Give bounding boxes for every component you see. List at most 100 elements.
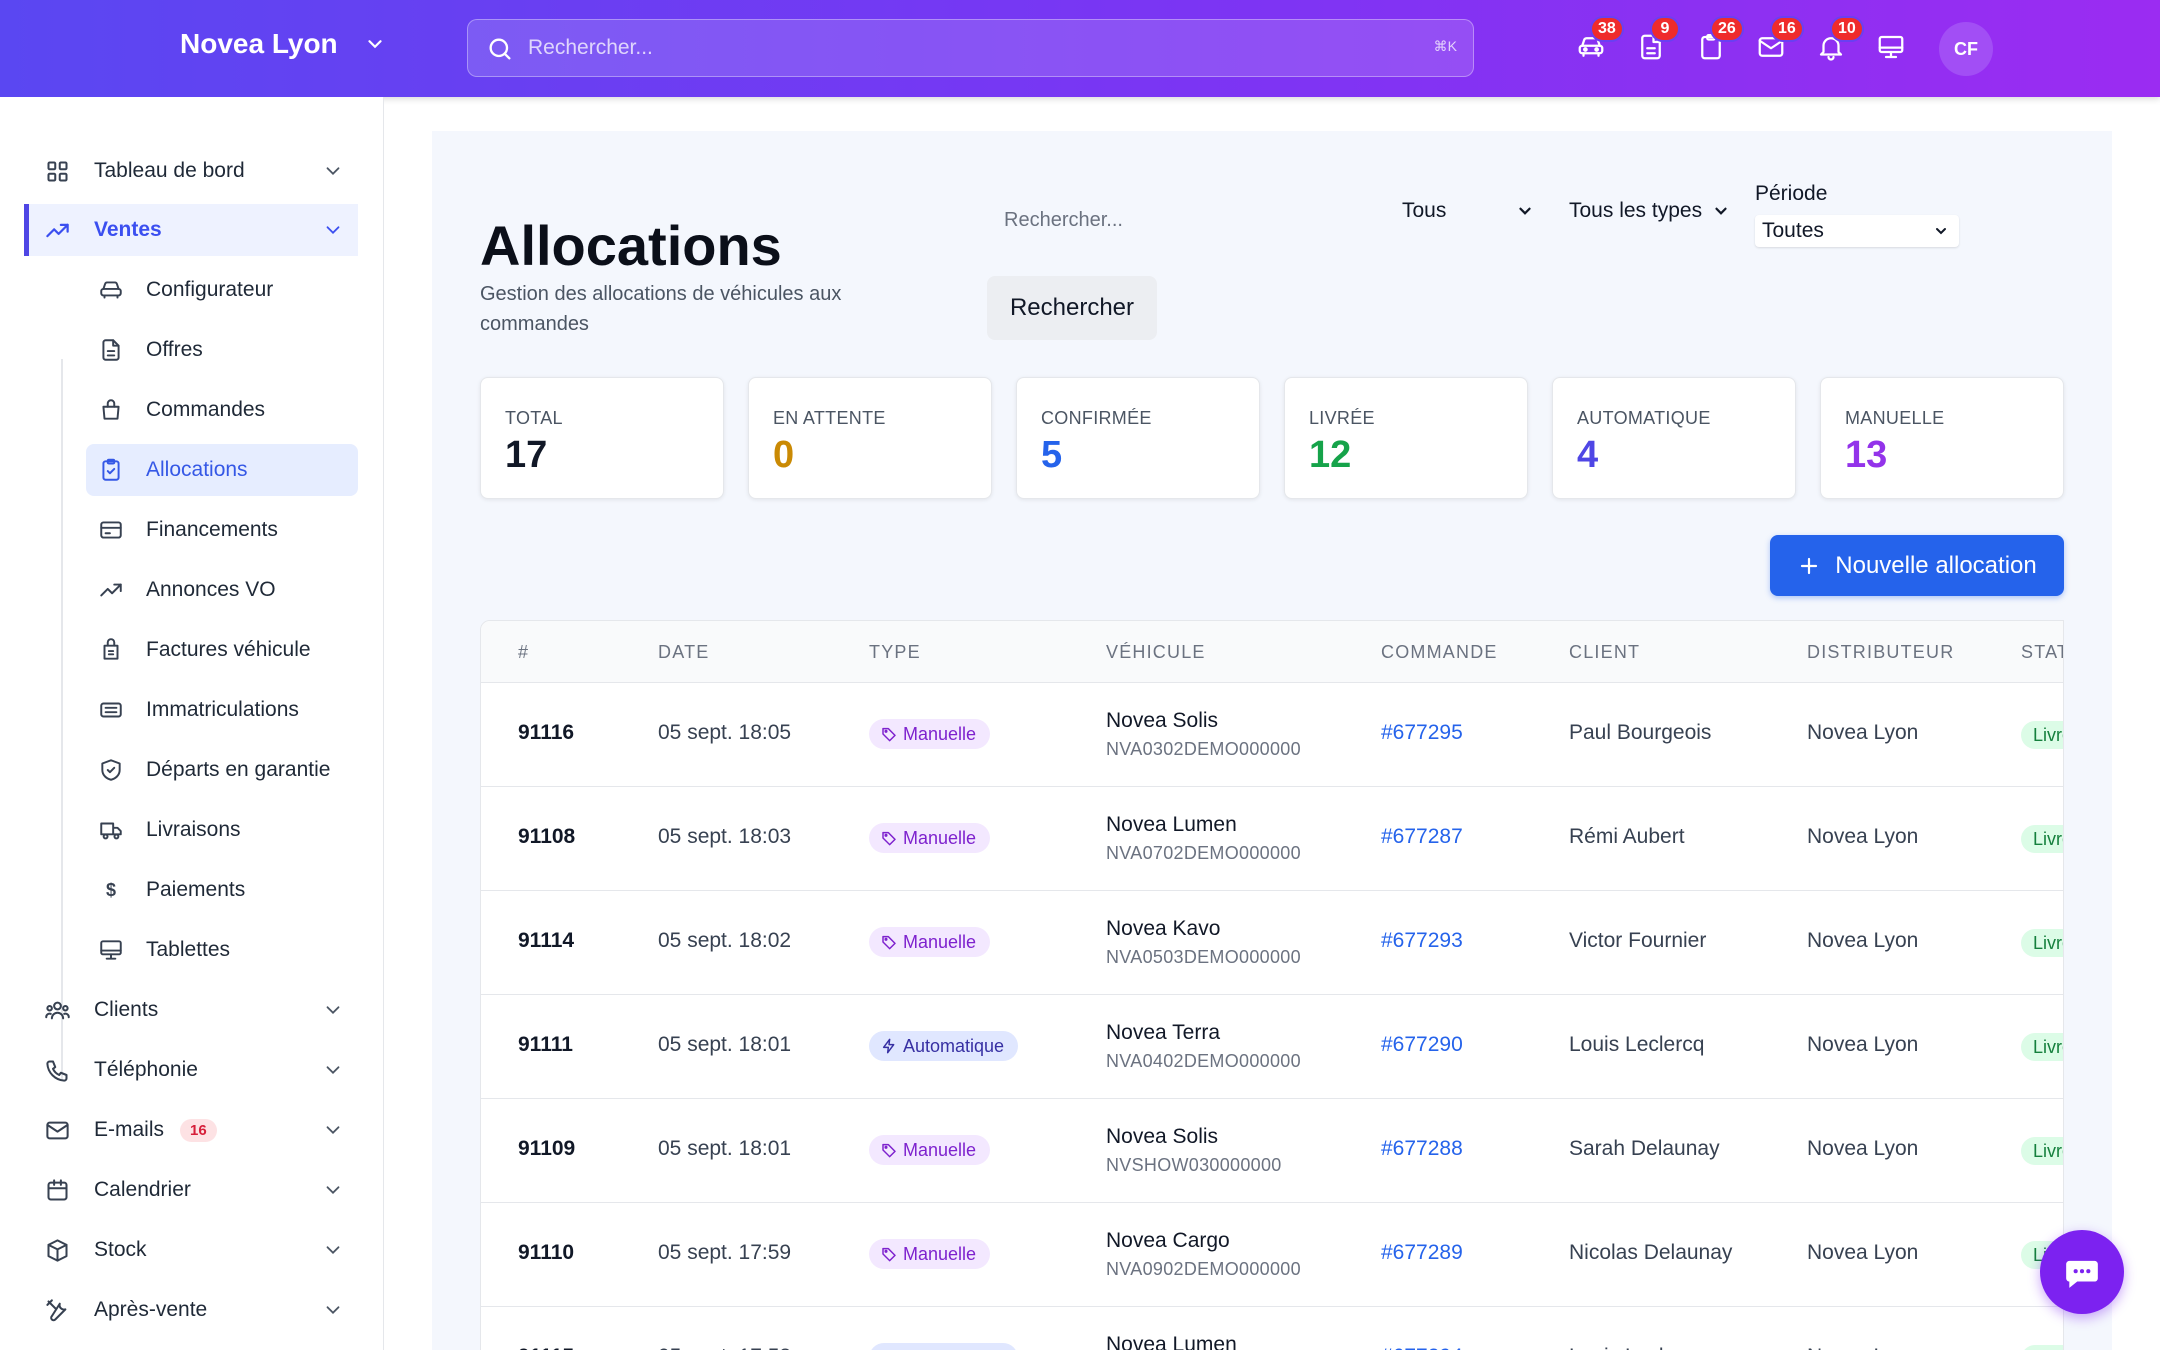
tasks-button[interactable]: 26 (1696, 16, 1744, 64)
order-link[interactable]: #677290 (1381, 1033, 1463, 1056)
id-card-icon (100, 702, 122, 718)
table-row[interactable]: 91108 05 sept. 18:03 Manuelle Novea Lumen NV… (481, 787, 2063, 891)
order-link[interactable]: #677288 (1381, 1137, 1463, 1160)
chat-bubble-icon (2066, 1260, 2098, 1288)
display-button[interactable] (1876, 32, 1908, 64)
sidebar-item-emails[interactable]: E-mails 16 (24, 1104, 358, 1156)
brand-switcher[interactable]: Novea Lyon (180, 28, 386, 60)
sidebar-item-dashboard[interactable]: Tableau de bord (24, 145, 358, 197)
allocation-id: 91108 (518, 825, 576, 848)
notifications-button[interactable]: 10 (1816, 16, 1864, 64)
table-row[interactable]: 91115 05 sept. 17:58 Automatique Novea Lume… (481, 1307, 2063, 1350)
type-label: Manuelle (903, 1243, 977, 1264)
sidebar-subitem-offres[interactable]: Offres (86, 324, 358, 376)
page-title: Allocations (480, 214, 782, 277)
sidebar-subitem-label: Offres (146, 338, 203, 361)
sidebar-subitem-paiements[interactable]: $ Paiements (86, 864, 358, 916)
vehicle-name: Novea Solis (1106, 709, 1219, 732)
tag-icon (882, 1143, 896, 1158)
table-row[interactable]: 91110 05 sept. 17:59 Manuelle Novea Cargo NV… (481, 1203, 2063, 1307)
status-badge: Livrée (2021, 1345, 2063, 1350)
stat-label: EN ATTENTE (773, 408, 886, 428)
column-header[interactable]: STATUT (2021, 642, 2063, 662)
order-link[interactable]: #677295 (1381, 721, 1463, 744)
sidebar-item-calendrier[interactable]: Calendrier (24, 1164, 358, 1216)
sidebar-item-label: Stock (94, 1238, 147, 1261)
chevron-down-icon (368, 40, 382, 49)
column-header[interactable]: DATE (658, 642, 710, 662)
sidebar-subitem-livraisons[interactable]: Livraisons (86, 804, 358, 856)
allocations-search-input[interactable] (1004, 198, 1364, 242)
dealer-name: Novea Lyon (1807, 1241, 1919, 1264)
search-button[interactable]: Rechercher (987, 276, 1157, 340)
client-name: Louis Leclercq (1569, 1345, 1704, 1350)
table-row[interactable]: 91114 05 sept. 18:02 Manuelle Novea Kavo NVA… (481, 891, 2063, 995)
order-link[interactable]: #677289 (1381, 1241, 1463, 1264)
column-header[interactable]: # (518, 642, 530, 662)
stat-value: 0 (773, 434, 795, 476)
column-header[interactable]: CLIENT (1569, 642, 1641, 662)
order-link[interactable]: #677293 (1381, 929, 1463, 952)
sidebar-subitem-commandes[interactable]: Commandes (86, 384, 358, 436)
allocation-id: 91116 (518, 721, 575, 744)
new-allocation-label: Nouvelle allocation (1835, 551, 2037, 579)
sidebar-subitem-label: Départs en garantie (146, 758, 331, 781)
period-select[interactable]: Toutes (1755, 215, 1959, 247)
sidebar-item-ventes[interactable]: Ventes (24, 204, 358, 256)
new-allocation-button[interactable]: Nouvelle allocation (1770, 535, 2064, 596)
type-filter-select[interactable]: Tous les types (1569, 199, 1730, 223)
table-row[interactable]: 91116 05 sept. 18:05 Manuelle Novea Solis NV… (481, 683, 2063, 787)
sidebar-subitem-configurateur[interactable]: Configurateur (86, 264, 358, 316)
status-filter-select[interactable]: Tous (1402, 199, 1534, 223)
client-name: Nicolas Delaunay (1569, 1241, 1733, 1264)
sidebar-subitem-garantie[interactable]: Départs en garantie (86, 744, 358, 796)
grid-icon (46, 160, 68, 182)
allocation-date: 05 sept. 18:01 (658, 1033, 792, 1056)
type-badge: Manuelle (869, 927, 991, 957)
search-shortcut: ⌘K (1433, 38, 1457, 54)
sidebar-item-clients[interactable]: Clients (24, 984, 358, 1036)
type-label: Automatique (903, 1035, 1005, 1056)
mail-button[interactable]: 16 (1756, 16, 1804, 64)
chat-button[interactable] (2040, 1230, 2124, 1314)
documents-button[interactable]: 9 (1636, 16, 1680, 64)
column-header[interactable]: DISTRIBUTEUR (1807, 642, 1955, 662)
sidebar-item-stock[interactable]: Stock (24, 1224, 358, 1276)
column-header[interactable]: TYPE (869, 642, 921, 662)
table-row[interactable]: 91111 05 sept. 18:01 Automatique Novea Terr… (481, 995, 2063, 1099)
sidebar-subitem-financements[interactable]: Financements (86, 504, 358, 556)
truck-icon (100, 822, 122, 840)
dealer-name: Novea Lyon (1807, 929, 1919, 952)
car-notifications-button[interactable]: 38 (1576, 16, 1624, 64)
allocation-id: 91114 (518, 929, 575, 952)
sidebar-subitem-label: Financements (146, 518, 278, 541)
order-link[interactable]: #677287 (1381, 825, 1463, 848)
stat-label: TOTAL (505, 408, 563, 428)
column-header[interactable]: VÉHICULE (1106, 642, 1206, 662)
column-header[interactable]: COMMANDE (1381, 642, 1498, 662)
sidebar-subitem-factures[interactable]: Factures véhicule (86, 624, 358, 676)
main-content: Allocations Gestion des allocations de v… (432, 131, 2112, 1350)
dealer-name: Novea Lyon (1807, 1033, 1919, 1056)
sidebar-subitem-tablettes[interactable]: Tablettes (86, 924, 358, 976)
type-badge: Automatique (869, 1031, 1019, 1061)
stat-value: 12 (1309, 434, 1352, 476)
global-search-input[interactable] (528, 20, 1408, 75)
notification-badge: 10 (1830, 16, 1864, 42)
global-search: ⌘K (467, 19, 1474, 77)
chevron-down-icon (1936, 228, 1946, 235)
table-row[interactable]: 91109 05 sept. 18:01 Manuelle Novea Solis NV… (481, 1099, 2063, 1203)
notification-badge: 9 (1650, 16, 1680, 42)
sidebar-subitem-label: Configurateur (146, 278, 274, 301)
type-label: Automatique (903, 1348, 1004, 1350)
trending-up-icon (45, 223, 69, 237)
sidebar-item-telephonie[interactable]: Téléphonie (24, 1044, 358, 1096)
status-filter-value: Tous (1402, 199, 1447, 222)
sidebar-item-apres-vente[interactable]: Après-vente (24, 1284, 358, 1336)
sidebar-subitem-immatriculations[interactable]: Immatriculations (86, 684, 358, 736)
sidebar-subitem-allocations[interactable]: Allocations (86, 444, 358, 496)
vehicle-name: Novea Lumen (1106, 1333, 1237, 1350)
order-link[interactable]: #677294 (1381, 1345, 1463, 1350)
sidebar-subitem-annonces-vo[interactable]: Annonces VO (86, 564, 358, 616)
user-avatar[interactable]: CF (1939, 22, 1993, 76)
